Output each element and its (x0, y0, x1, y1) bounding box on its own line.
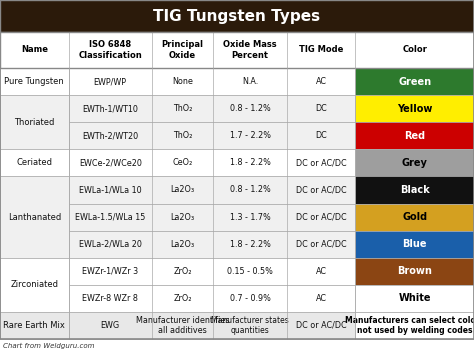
Text: EWLa-1/WLa 10: EWLa-1/WLa 10 (79, 185, 142, 195)
Bar (69, 312, 474, 339)
Text: N.A.: N.A. (242, 77, 258, 86)
Bar (69, 203, 474, 231)
Text: Red: Red (404, 131, 425, 141)
Text: Brown: Brown (397, 266, 432, 276)
Text: Pure Tungsten: Pure Tungsten (4, 77, 64, 86)
Text: La2O₃: La2O₃ (171, 240, 194, 248)
Text: 1.3 - 1.7%: 1.3 - 1.7% (230, 212, 270, 222)
Text: Color: Color (402, 45, 427, 55)
Bar (0, 258, 69, 312)
Text: DC or AC/DC: DC or AC/DC (296, 321, 346, 330)
Text: EWCe-2/WCe20: EWCe-2/WCe20 (79, 159, 142, 167)
Text: EWG: EWG (100, 321, 120, 330)
Bar (356, 312, 474, 339)
Text: Chart from Weldguru.com: Chart from Weldguru.com (3, 343, 94, 349)
Text: 1.7 - 2.2%: 1.7 - 2.2% (229, 131, 271, 140)
Text: Green: Green (398, 76, 431, 86)
Bar (0, 95, 69, 149)
Text: ZrO₂: ZrO₂ (173, 267, 192, 276)
Text: EWP/WP: EWP/WP (94, 77, 127, 86)
Text: La2O₃: La2O₃ (171, 185, 194, 195)
Text: ISO 6848
Classification: ISO 6848 Classification (78, 40, 142, 60)
Bar (356, 176, 474, 203)
Text: DC: DC (315, 104, 327, 113)
Text: EWTh-2/WT20: EWTh-2/WT20 (82, 131, 138, 140)
Text: Manufacturers can select colors
not used by welding codes: Manufacturers can select colors not used… (345, 316, 474, 335)
Text: DC or AC/DC: DC or AC/DC (296, 212, 346, 222)
Text: DC or AC/DC: DC or AC/DC (296, 159, 346, 167)
Bar (69, 285, 474, 312)
Text: DC or AC/DC: DC or AC/DC (296, 240, 346, 248)
Text: EWZr-8 WZr 8: EWZr-8 WZr 8 (82, 294, 138, 303)
Text: Gold: Gold (402, 212, 428, 222)
Text: Principal
Oxide: Principal Oxide (162, 40, 203, 60)
Bar (0, 68, 69, 95)
Text: Rare Earth Mix: Rare Earth Mix (3, 321, 65, 330)
Bar (0, 32, 474, 68)
Bar (69, 258, 474, 285)
Text: White: White (399, 293, 431, 303)
Text: ThO₂: ThO₂ (173, 104, 192, 113)
Bar (356, 95, 474, 122)
Bar (69, 231, 474, 258)
Text: Grey: Grey (402, 158, 428, 168)
Text: AC: AC (316, 267, 327, 276)
Text: TIG Tungsten Types: TIG Tungsten Types (154, 9, 320, 24)
Bar (356, 68, 474, 95)
Text: Lanthanated: Lanthanated (8, 212, 61, 222)
Text: 1.8 - 2.2%: 1.8 - 2.2% (229, 240, 271, 248)
Text: EWTh-1/WT10: EWTh-1/WT10 (82, 104, 138, 113)
Text: Zirconiated: Zirconiated (10, 280, 58, 289)
Text: TIG Mode: TIG Mode (299, 45, 343, 55)
Text: DC: DC (315, 131, 327, 140)
Bar (356, 203, 474, 231)
Text: Thoriated: Thoriated (14, 118, 55, 127)
Text: CeO₂: CeO₂ (173, 159, 192, 167)
Text: Manufacturer identifies
all additives: Manufacturer identifies all additives (136, 316, 229, 335)
Text: 1.8 - 2.2%: 1.8 - 2.2% (229, 159, 271, 167)
Text: ThO₂: ThO₂ (173, 131, 192, 140)
Text: 0.8 - 1.2%: 0.8 - 1.2% (230, 185, 270, 195)
Bar (69, 176, 474, 203)
Text: Blue: Blue (402, 239, 427, 249)
Bar (0, 312, 69, 339)
Bar (356, 122, 474, 149)
Text: Black: Black (400, 185, 429, 195)
Text: DC or AC/DC: DC or AC/DC (296, 185, 346, 195)
Text: La2O₃: La2O₃ (171, 212, 194, 222)
Text: AC: AC (316, 294, 327, 303)
Text: Name: Name (21, 45, 48, 55)
Text: None: None (172, 77, 193, 86)
Text: EWLa-2/WLa 20: EWLa-2/WLa 20 (79, 240, 142, 248)
Bar (0, 0, 474, 32)
Text: EWZr-1/WZr 3: EWZr-1/WZr 3 (82, 267, 138, 276)
Text: Manufacturer states
quantities: Manufacturer states quantities (211, 316, 289, 335)
Bar (356, 231, 474, 258)
Bar (0, 176, 69, 258)
Bar (356, 285, 474, 312)
Text: Oxide Mass
Percent: Oxide Mass Percent (223, 40, 277, 60)
Bar (356, 258, 474, 285)
Text: ZrO₂: ZrO₂ (173, 294, 192, 303)
Text: 0.8 - 1.2%: 0.8 - 1.2% (230, 104, 270, 113)
Bar (0, 32, 474, 68)
Text: Yellow: Yellow (397, 104, 432, 114)
Text: Ceriated: Ceriated (17, 159, 52, 167)
Text: 0.7 - 0.9%: 0.7 - 0.9% (229, 294, 271, 303)
Bar (0, 149, 69, 176)
Bar (356, 149, 474, 176)
Bar (69, 149, 474, 176)
Text: 0.15 - 0.5%: 0.15 - 0.5% (227, 267, 273, 276)
Bar (69, 68, 474, 95)
Bar (69, 95, 474, 122)
Bar (69, 122, 474, 149)
Text: EWLa-1.5/WLa 15: EWLa-1.5/WLa 15 (75, 212, 146, 222)
Text: AC: AC (316, 77, 327, 86)
